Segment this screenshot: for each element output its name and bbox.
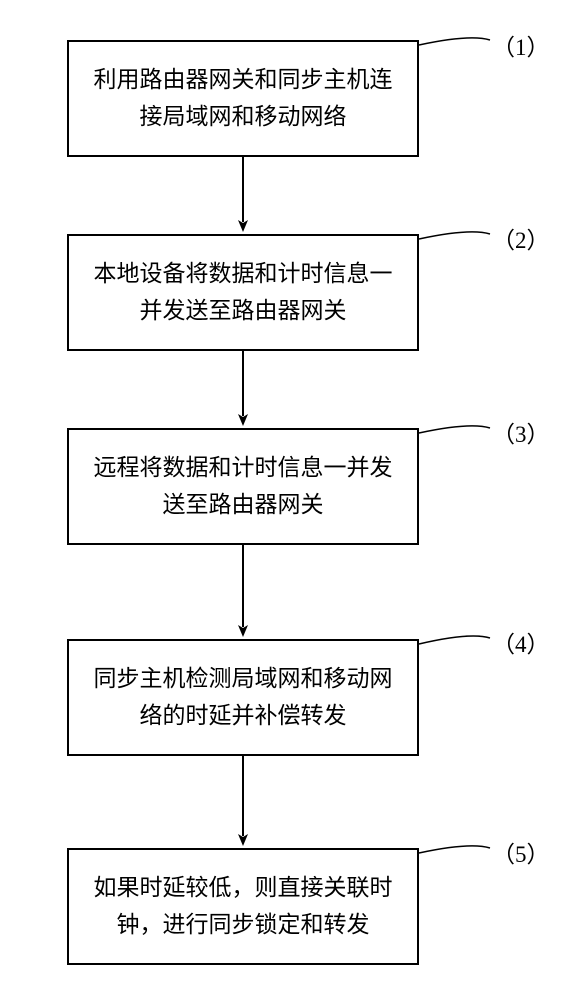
step-label-4: （4）: [492, 625, 550, 659]
step-label-3: （3）: [492, 415, 550, 449]
flow-node-4: 同步主机检测局域网和移动网 络的时延并补偿转发: [67, 639, 419, 756]
flow-node-1: 利用路由器网关和同步主机连 接局域网和移动网络: [67, 40, 419, 157]
flowchart-canvas: { "flowchart": { "type": "flowchart", "b…: [0, 0, 578, 1000]
flow-node-5-line2: 钟，进行同步锁定和转发: [94, 907, 393, 944]
flow-node-5: 如果时延较低，则直接关联时 钟，进行同步锁定和转发: [67, 848, 419, 965]
flow-node-3: 远程将数据和计时信息一并发 送至路由器网关: [67, 428, 419, 545]
flow-node-4-line1: 同步主机检测局域网和移动网: [94, 661, 393, 698]
step-label-2: （2）: [492, 221, 550, 255]
flow-node-2-line1: 本地设备将数据和计时信息一: [94, 256, 393, 293]
flow-node-5-line1: 如果时延较低，则直接关联时: [94, 870, 393, 907]
step-label-1: （1）: [492, 28, 550, 62]
flow-node-3-line2: 送至路由器网关: [94, 487, 393, 524]
step-label-5: （5）: [492, 835, 550, 869]
flow-node-4-line2: 络的时延并补偿转发: [94, 698, 393, 735]
flow-node-1-line1: 利用路由器网关和同步主机连: [94, 62, 393, 99]
flow-node-2-line2: 并发送至路由器网关: [94, 293, 393, 330]
flow-node-1-line2: 接局域网和移动网络: [94, 99, 393, 136]
flow-node-3-line1: 远程将数据和计时信息一并发: [94, 450, 393, 487]
flow-node-2: 本地设备将数据和计时信息一 并发送至路由器网关: [67, 234, 419, 351]
